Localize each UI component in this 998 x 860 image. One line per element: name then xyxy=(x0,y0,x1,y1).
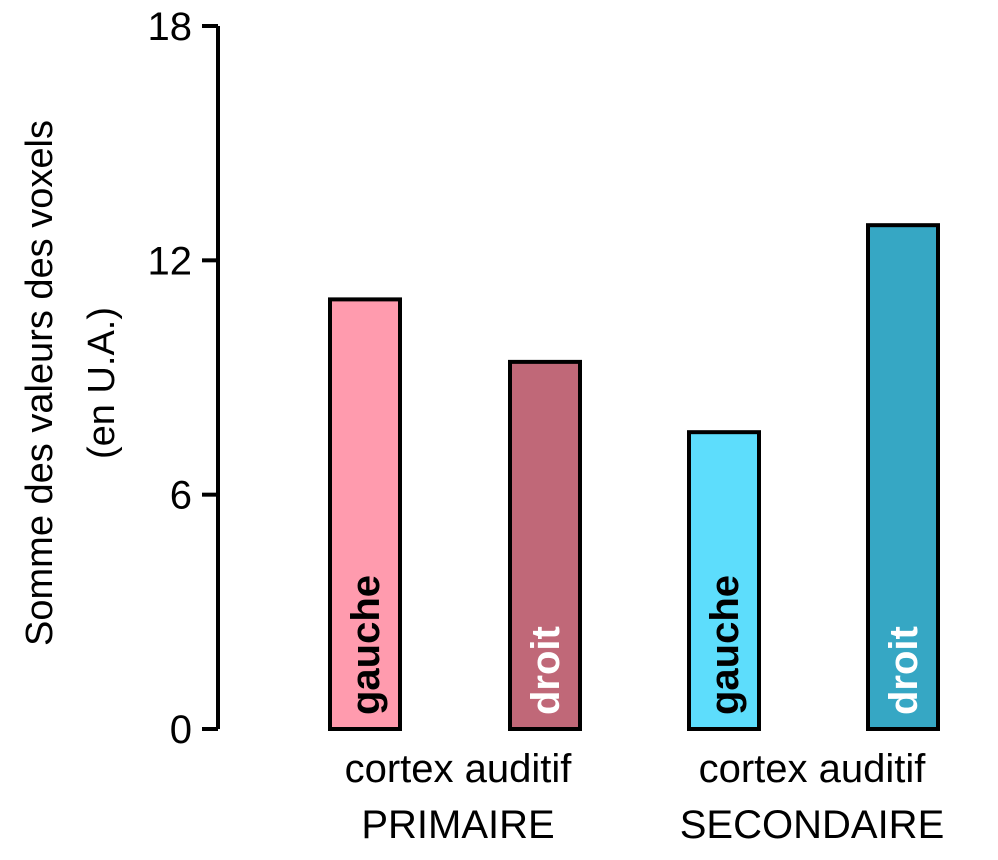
bar-droit xyxy=(866,223,940,732)
bar-label: gauche xyxy=(344,575,388,715)
y-axis-label: Somme des valeurs des voxels xyxy=(19,120,61,646)
bars: gauche droit gauche droit xyxy=(328,223,940,732)
bar-droit xyxy=(508,359,582,731)
bar-label: gauche xyxy=(703,575,747,715)
bar-gauche xyxy=(687,430,761,731)
x-axis-group-labels: cortex auditif PRIMAIRE cortex auditif SECO… xyxy=(345,747,945,847)
group-label-line1: cortex auditif xyxy=(345,747,573,791)
y-axis: 0 6 12 18 xyxy=(148,5,220,752)
group-label-line2: SECONDAIRE xyxy=(680,803,945,847)
bar-label: droit xyxy=(882,626,926,715)
y-tick-label: 6 xyxy=(170,474,192,518)
bar-gauche xyxy=(328,297,402,731)
y-axis-unit-label: (en U.A.) xyxy=(81,307,123,459)
group-label-line2: PRIMAIRE xyxy=(361,803,554,847)
y-tick-label: 0 xyxy=(170,708,192,752)
y-tick-label: 18 xyxy=(148,5,193,49)
bar-label: droit xyxy=(524,626,568,715)
y-tick-label: 12 xyxy=(148,239,193,283)
group-label-line1: cortex auditif xyxy=(699,747,927,791)
